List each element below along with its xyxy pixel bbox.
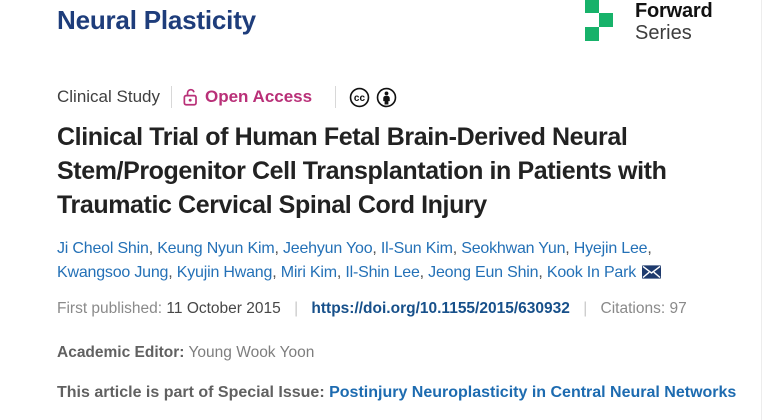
cc-icon[interactable]: cc	[349, 87, 370, 108]
author-link[interactable]: Jeong Eun Shin	[428, 263, 539, 281]
divider	[171, 86, 172, 108]
author-separator: ,	[372, 240, 381, 257]
author-line: Ji Cheol Shin, Keung Nyun Kim, Jeehyun Y…	[57, 237, 661, 261]
author-link[interactable]: Keung Nyun Kim	[157, 240, 275, 257]
journal-title[interactable]: Neural Plasticity	[57, 5, 256, 35]
author-link[interactable]: Kwangsoo Jung	[57, 263, 169, 281]
author-separator: ,	[272, 263, 281, 281]
doi-link[interactable]: https://doi.org/10.1155/2015/630932	[311, 300, 570, 317]
author-separator: ,	[168, 263, 177, 281]
author-link[interactable]: Il-Sun Kim	[380, 240, 453, 257]
logo-text-series: Series	[635, 22, 692, 44]
author-link[interactable]: Kyujin Hwang	[176, 263, 273, 281]
article-title: Clinical Trial of Human Fetal Brain-Deri…	[57, 120, 667, 222]
article-title-line: Traumatic Cervical Spinal Cord Injury	[57, 191, 487, 219]
author-separator: ,	[274, 240, 283, 257]
green-squares-logo-icon	[585, 0, 614, 41]
author-separator: ,	[538, 263, 547, 281]
academic-editor-name: Young Wook Yoon	[188, 344, 315, 361]
logo-wordmark: Forward Series	[635, 0, 713, 44]
author-link[interactable]: Il-Shin Lee	[345, 263, 420, 281]
page-right-border	[761, 0, 762, 420]
author-separator: ,	[419, 263, 429, 281]
license-icons: cc	[349, 87, 397, 108]
open-access-badge[interactable]: Open Access	[183, 87, 312, 107]
divider	[335, 86, 337, 108]
special-issue-row: This article is part of Special Issue: P…	[57, 384, 736, 402]
divider: |	[583, 300, 588, 317]
author-link[interactable]: Kook In Park	[546, 263, 637, 281]
special-issue-label: This article is part of Special Issue:	[57, 384, 325, 401]
article-title-line: Stem/Progenitor Cell Transplantation in …	[57, 157, 667, 185]
article-meta-row: Clinical Study Open Access cc	[57, 85, 397, 109]
academic-editor-label: Academic Editor:	[57, 344, 185, 361]
by-attribution-icon[interactable]	[376, 87, 397, 108]
author-list: Ji Cheol Shin, Keung Nyun Kim, Jeehyun Y…	[57, 237, 662, 287]
publication-date: 11 October 2015	[166, 300, 281, 317]
author-separator: ,	[336, 263, 346, 281]
author-separator: ,	[565, 240, 574, 257]
author-link[interactable]: Seokhwan Yun	[461, 240, 566, 257]
open-lock-icon	[183, 88, 198, 106]
divider: |	[294, 300, 299, 317]
article-type-label: Clinical Study	[57, 87, 160, 106]
academic-editor-row: Academic Editor: Young Wook Yoon	[57, 344, 314, 362]
article-title-line: Clinical Trial of Human Fetal Brain-Deri…	[57, 123, 628, 151]
author-link[interactable]: Miri Kim	[280, 263, 337, 281]
publication-info-row: First published: 11 October 2015 | https…	[57, 300, 687, 318]
open-access-label: Open Access	[205, 87, 313, 106]
forward-series-logo: Forward Series	[585, 0, 713, 44]
envelope-icon[interactable]	[642, 263, 662, 287]
author-link[interactable]: Ji Cheol Shin	[57, 240, 149, 257]
first-published-label: First published:	[57, 300, 163, 317]
author-link[interactable]: Jeehyun Yoo	[282, 240, 373, 257]
author-line: Kwangsoo Jung, Kyujin Hwang, Miri Kim, I…	[57, 261, 662, 287]
logo-text-forward: Forward	[635, 0, 713, 22]
special-issue-link[interactable]: Postinjury Neuroplasticity in Central Ne…	[329, 384, 737, 401]
citations-count: 97	[669, 300, 687, 317]
citations-label: Citations:	[600, 300, 666, 317]
author-link[interactable]: Hyejin Lee	[573, 240, 648, 257]
author-separator: ,	[647, 240, 652, 257]
author-separator: ,	[148, 240, 158, 257]
author-separator: ,	[452, 240, 462, 257]
svg-text:cc: cc	[354, 92, 366, 103]
